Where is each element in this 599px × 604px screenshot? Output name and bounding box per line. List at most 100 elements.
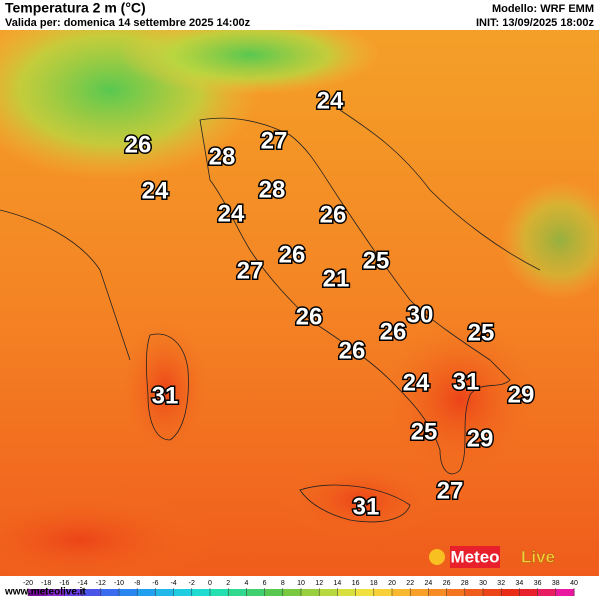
colorbar-segment: [228, 589, 247, 596]
colorbar-label: -10: [114, 580, 124, 587]
colorbar-segment: [355, 589, 375, 596]
colorbar-label: 14: [334, 580, 342, 587]
colorbar-label: 16: [352, 580, 360, 587]
colorbar-segment: [246, 589, 266, 596]
city-temperature: 24: [317, 87, 344, 114]
city-temperature: 26: [320, 201, 347, 228]
colorbar-label: 22: [406, 580, 414, 587]
colorbar-segment: [337, 589, 357, 596]
city-temperature: 27: [437, 477, 464, 504]
colorbar-segment: [282, 589, 302, 596]
colorbar-segment: [173, 589, 193, 596]
cool-area: [120, 15, 380, 95]
colorbar-label: 20: [388, 580, 396, 587]
city-temperature: 29: [467, 425, 494, 452]
colorbar-label: 32: [497, 580, 505, 587]
colorbar-segment: [82, 589, 102, 596]
city-temperature: 26: [125, 131, 152, 158]
colorbar-label: 34: [516, 580, 524, 587]
logo-box: [450, 546, 500, 568]
colorbar-segment: [137, 589, 156, 596]
city-temperature: 31: [152, 382, 179, 409]
colorbar-label: 36: [534, 580, 542, 587]
colorbar-label: -4: [170, 580, 176, 587]
valid-time: Valida per: domenica 14 settembre 2025 1…: [5, 17, 251, 29]
city-temperature: 25: [468, 319, 495, 346]
logo-text: Meteo: [450, 547, 499, 566]
colorbar-label: 10: [297, 580, 305, 587]
city-temperature: 27: [237, 257, 264, 284]
model: Modello: WRF EMM: [492, 3, 594, 15]
colorbar-label: 8: [281, 580, 285, 587]
city-temperature: 26: [380, 318, 407, 345]
colorbar-segment: [464, 589, 484, 596]
header-bar: [0, 0, 599, 30]
city-temperature: 29: [508, 381, 535, 408]
colorbar-label: 38: [552, 580, 560, 587]
colorbar-segment: [119, 589, 138, 596]
city-temperature: 24: [218, 200, 245, 227]
colorbar-label: 18: [370, 580, 378, 587]
colorbar-label: 30: [479, 580, 487, 587]
logo: Meteo Live: [429, 546, 555, 568]
city-temperature: 24: [142, 177, 169, 204]
colorbar-label: 4: [244, 580, 248, 587]
colorbar-label: 0: [208, 580, 212, 587]
colorbar-segment: [555, 589, 575, 596]
url: www.meteolive.it: [4, 587, 86, 598]
colorbar-segment: [319, 589, 338, 596]
colorbar-label: 28: [461, 580, 469, 587]
city-temperature: 31: [453, 368, 480, 395]
colorbar-segment: [155, 589, 175, 596]
colorbar-segment: [483, 589, 502, 596]
city-temperature: 30: [407, 301, 434, 328]
colorbar-segment: [446, 589, 466, 596]
init-time: INIT: 13/09/2025 18:00z: [476, 17, 595, 29]
coastlines: [0, 109, 541, 523]
colorbar-label: 26: [443, 580, 451, 587]
warm-area: [120, 320, 210, 460]
warm-area: [0, 490, 220, 590]
colorbar-label: 2: [226, 580, 230, 587]
city-temperature: 28: [259, 176, 286, 203]
logo-sun: [429, 549, 445, 565]
colorbar-segment: [210, 589, 229, 596]
colorbar-segment: [301, 589, 320, 596]
city-temperature: 28: [209, 143, 236, 170]
colorbar-label: 12: [315, 580, 323, 587]
colorbar-label: 40: [570, 580, 578, 587]
colorbar-segment: [28, 589, 47, 596]
colorbar-segment: [410, 589, 429, 596]
city-temperature: 26: [339, 337, 366, 364]
colorbar-label: 6: [263, 580, 267, 587]
colorbar-label: -12: [96, 580, 106, 587]
colorbar-segment: [392, 589, 411, 596]
colorbar-label: 24: [425, 580, 433, 587]
colorbar-label: -18: [41, 580, 51, 587]
colorbar-segment: [428, 589, 448, 596]
cool-area: [500, 180, 599, 300]
colorbar-segment: [64, 589, 84, 596]
city-temperature: 27: [261, 127, 288, 154]
colorbar-label: -8: [134, 580, 140, 587]
city-temperature: 25: [363, 247, 390, 274]
warm-area: [280, 460, 440, 540]
city-temperature: 31: [353, 493, 380, 520]
colorbar-label: -20: [23, 580, 33, 587]
colorbar-segment: [100, 589, 120, 596]
colorbar-segment: [537, 589, 557, 596]
warm-area: [380, 320, 540, 480]
colorbar-segment: [501, 589, 520, 596]
colorbar-segment: [46, 589, 65, 596]
city-temperature: 24: [403, 369, 430, 396]
city-temperature: 25: [411, 418, 438, 445]
colorbar-segment: [191, 589, 211, 596]
city-temperature: 26: [296, 303, 323, 330]
city-temperature: 26: [279, 241, 306, 268]
colorbar-label: -16: [59, 580, 69, 587]
colorbar-label: -6: [152, 580, 158, 587]
colorbar-label: -2: [189, 580, 195, 587]
colorbar-segment: [264, 589, 284, 596]
colorbar-label: -14: [78, 580, 88, 587]
